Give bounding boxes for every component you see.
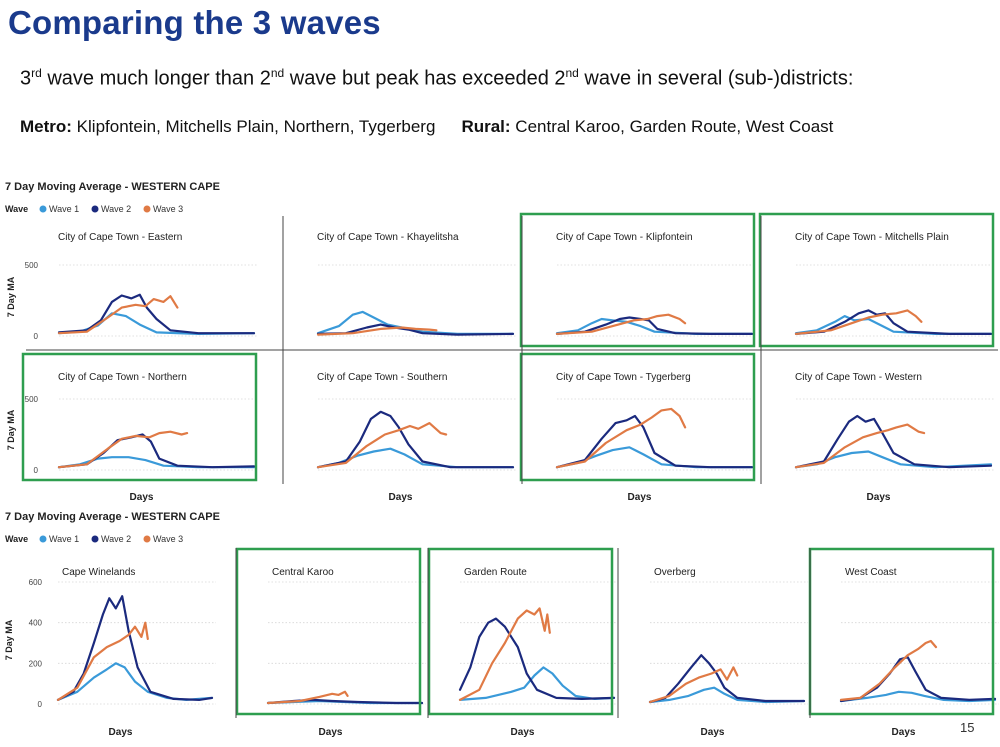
subtitle-part: wave in several (sub-)districts: xyxy=(578,67,854,90)
subtitle-part: 3 xyxy=(20,67,32,90)
highlight-box xyxy=(808,547,995,716)
rural-label: Rural: xyxy=(461,117,511,136)
series-wave3 xyxy=(266,690,349,705)
y-tick-label: 600 xyxy=(29,578,43,587)
y-tick-label: 0 xyxy=(38,700,43,709)
series-wave3 xyxy=(794,423,926,469)
y-axis-label: 7 Day MA xyxy=(6,409,16,450)
x-axis-label: Days xyxy=(109,727,133,738)
series-wave1 xyxy=(458,666,616,702)
series-wave3 xyxy=(57,430,189,469)
subtitle-sup: nd xyxy=(270,66,285,80)
series-wave3 xyxy=(57,295,179,335)
legend-label-wave3: Wave 3 xyxy=(153,204,183,214)
panel-title: West Coast xyxy=(845,567,897,578)
y-axis-label: 7 Day MA xyxy=(6,276,16,317)
highlight-box xyxy=(519,352,756,482)
y-tick-label: 400 xyxy=(29,619,43,628)
series-wave2 xyxy=(316,410,515,469)
page-title: Comparing the 3 waves xyxy=(8,4,381,41)
legend-title: Wave xyxy=(5,204,28,214)
panel-title: City of Cape Town - Western xyxy=(795,372,922,383)
series-wave1 xyxy=(839,690,997,703)
series-wave3 xyxy=(56,621,149,702)
legend-marker-wave2 xyxy=(91,535,99,543)
highlight-box xyxy=(21,352,258,482)
panel-title: City of Cape Town - Khayelitsha xyxy=(317,232,459,243)
x-axis-label: Days xyxy=(867,492,891,503)
series-wave3 xyxy=(316,326,438,336)
panel-title: City of Cape Town - Eastern xyxy=(58,232,182,243)
highlight-box xyxy=(758,212,995,348)
series-wave3 xyxy=(648,666,739,704)
highlight-box xyxy=(427,547,614,716)
legend-label-wave1: Wave 1 xyxy=(49,204,79,214)
chart-title: 7 Day Moving Average - WESTERN CAPE xyxy=(5,181,220,193)
panel-title: Overberg xyxy=(654,567,696,578)
series-wave3 xyxy=(555,407,687,469)
series-wave2 xyxy=(555,414,754,469)
series-wave2 xyxy=(648,654,806,704)
panel-title: City of Cape Town - Tygerberg xyxy=(556,372,691,383)
x-axis-label: Days xyxy=(389,492,413,503)
legend-marker-wave2 xyxy=(91,205,99,213)
x-axis-label: Days xyxy=(892,727,916,738)
panel-title: Central Karoo xyxy=(272,567,334,578)
legend-marker-wave1 xyxy=(39,535,47,543)
metro-text: Klipfontein, Mitchells Plain, Northern, … xyxy=(71,117,436,136)
series-wave2 xyxy=(458,617,616,701)
series-wave2 xyxy=(56,595,214,702)
subtitle-sup: rd xyxy=(31,66,42,80)
legend-label-wave1: Wave 1 xyxy=(49,534,79,544)
subtitle: 3rd wave much longer than 2nd wave but p… xyxy=(20,66,853,91)
series-wave3 xyxy=(458,607,551,702)
subtitle-part: wave but peak has exceeded 2 xyxy=(284,67,566,90)
series-wave2 xyxy=(839,656,997,703)
subtitle-sup: nd xyxy=(565,66,579,80)
series-wave3 xyxy=(555,313,687,335)
y-axis-label: 7 Day MA xyxy=(4,619,14,660)
highlight-box xyxy=(519,212,756,348)
page-number: 15 xyxy=(960,720,975,735)
y-tick-label: 200 xyxy=(29,659,43,668)
metro-label: Metro: xyxy=(20,117,72,136)
panel-title: City of Cape Town - Klipfontein xyxy=(556,232,693,243)
panel-title: Cape Winelands xyxy=(62,567,135,578)
rural-text: Central Karoo, Garden Route, West Coast xyxy=(510,117,834,136)
y-tick-label: 0 xyxy=(34,466,39,475)
panel-title: City of Cape Town - Northern xyxy=(58,372,187,383)
legend-label-wave2: Wave 2 xyxy=(101,534,131,544)
legend-label-wave2: Wave 2 xyxy=(101,204,131,214)
panel-title: City of Cape Town - Mitchells Plain xyxy=(795,232,949,243)
y-tick-label: 500 xyxy=(25,395,39,404)
x-axis-label: Days xyxy=(319,727,343,738)
x-axis-label: Days xyxy=(130,492,154,503)
series-wave3 xyxy=(839,639,938,702)
chart-title: 7 Day Moving Average - WESTERN CAPE xyxy=(5,511,220,523)
series-wave2 xyxy=(57,293,256,335)
series-wave3 xyxy=(794,309,923,335)
legend-marker-wave3 xyxy=(143,205,151,213)
series-wave1 xyxy=(648,686,806,704)
panel-title: City of Cape Town - Southern xyxy=(317,372,447,383)
x-axis-label: Days xyxy=(701,727,725,738)
district-notes: Metro: Klipfontein, Mitchells Plain, Nor… xyxy=(20,117,833,137)
legend-label-wave3: Wave 3 xyxy=(153,534,183,544)
y-tick-label: 0 xyxy=(34,332,39,341)
legend-marker-wave3 xyxy=(143,535,151,543)
legend-title: Wave xyxy=(5,534,28,544)
highlight-box xyxy=(235,547,422,716)
series-wave3 xyxy=(316,422,448,469)
legend-marker-wave1 xyxy=(39,205,47,213)
series-wave2 xyxy=(794,414,993,469)
y-tick-label: 500 xyxy=(25,261,39,270)
subtitle-part: wave much longer than 2 xyxy=(41,67,271,90)
x-axis-label: Days xyxy=(628,492,652,503)
panel-title: Garden Route xyxy=(464,567,527,578)
x-axis-label: Days xyxy=(511,727,535,738)
